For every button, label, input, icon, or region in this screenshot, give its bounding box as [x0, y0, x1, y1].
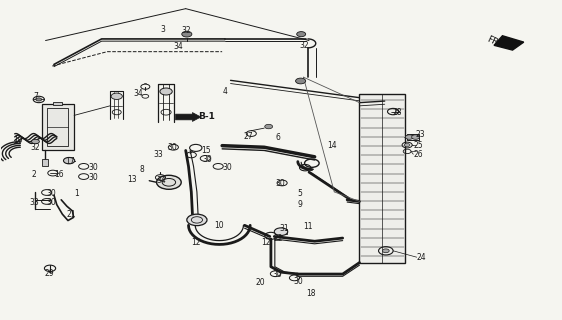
Text: 13: 13: [127, 175, 137, 184]
Text: 26: 26: [413, 150, 423, 159]
Text: 12: 12: [191, 238, 201, 247]
Circle shape: [296, 78, 306, 84]
Text: 30: 30: [202, 155, 212, 164]
Text: 30: 30: [273, 270, 282, 279]
Circle shape: [36, 98, 42, 101]
Circle shape: [405, 135, 413, 139]
Text: 34: 34: [134, 89, 143, 98]
Text: 34: 34: [156, 176, 166, 185]
Circle shape: [160, 88, 172, 95]
Text: FR.: FR.: [486, 35, 502, 49]
Text: 32: 32: [181, 27, 191, 36]
Text: 4: 4: [222, 87, 227, 96]
Text: 30: 30: [223, 163, 233, 172]
Text: B-1: B-1: [198, 113, 215, 122]
Text: 1: 1: [75, 189, 79, 198]
Text: 30: 30: [47, 189, 56, 198]
Text: 22: 22: [274, 234, 283, 243]
Text: 27: 27: [243, 132, 253, 140]
Bar: [275, 229, 287, 234]
Text: 2: 2: [31, 170, 37, 179]
Text: 5: 5: [298, 189, 303, 198]
Text: 17: 17: [65, 157, 75, 166]
Circle shape: [157, 175, 181, 189]
Text: 24: 24: [416, 253, 427, 262]
Text: 12: 12: [261, 238, 271, 247]
Text: 21: 21: [67, 210, 76, 219]
Text: 32: 32: [299, 41, 309, 50]
Text: 3: 3: [161, 25, 165, 34]
Text: 23: 23: [415, 130, 425, 139]
Circle shape: [274, 228, 288, 236]
Text: 7: 7: [33, 92, 38, 101]
Circle shape: [111, 93, 123, 100]
Text: 28: 28: [392, 108, 401, 117]
Circle shape: [64, 157, 75, 164]
Bar: [42, 159, 48, 166]
Circle shape: [182, 31, 192, 37]
Polygon shape: [494, 36, 524, 50]
Text: 11: 11: [303, 222, 313, 231]
Text: 30: 30: [47, 197, 56, 206]
Text: 14: 14: [327, 141, 337, 150]
Text: 16: 16: [54, 170, 64, 179]
Text: 30: 30: [167, 143, 178, 152]
Text: 32: 32: [30, 143, 40, 152]
Text: 34: 34: [173, 42, 183, 52]
Text: 30: 30: [293, 276, 303, 285]
Bar: [42, 104, 74, 150]
Circle shape: [265, 124, 273, 129]
Text: 30: 30: [89, 163, 98, 172]
Circle shape: [187, 214, 207, 226]
Bar: [53, 102, 62, 105]
Text: 33: 33: [153, 150, 163, 159]
Text: 25: 25: [413, 141, 423, 150]
Circle shape: [297, 32, 306, 37]
Text: 6: 6: [275, 133, 280, 142]
Text: 9: 9: [298, 200, 303, 209]
Bar: [47, 108, 68, 146]
Text: 29: 29: [44, 268, 54, 278]
Text: 15: 15: [201, 146, 211, 155]
Circle shape: [404, 143, 410, 147]
Text: 8: 8: [140, 165, 144, 174]
Text: 10: 10: [214, 221, 223, 230]
FancyArrow shape: [175, 113, 201, 122]
Text: 31: 31: [280, 224, 289, 233]
Circle shape: [383, 249, 389, 253]
Text: 30: 30: [89, 173, 98, 182]
Text: 19: 19: [13, 136, 22, 145]
Text: 33: 33: [30, 197, 39, 206]
Bar: [360, 94, 405, 263]
Bar: [406, 134, 419, 140]
Circle shape: [411, 135, 419, 139]
Circle shape: [31, 139, 39, 144]
Text: 20: 20: [256, 278, 265, 287]
Text: 18: 18: [306, 289, 316, 298]
Text: 30: 30: [275, 179, 285, 188]
